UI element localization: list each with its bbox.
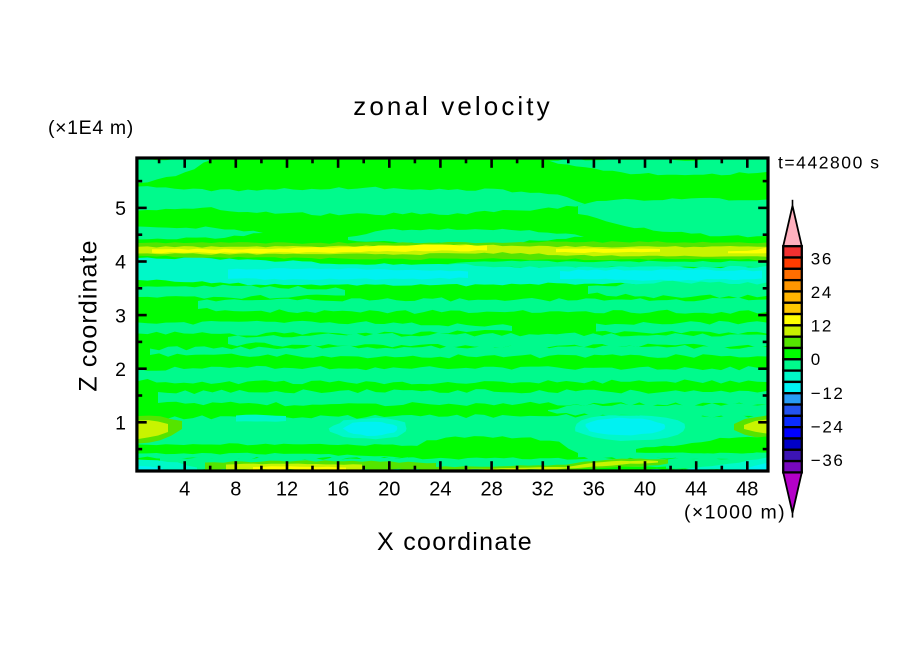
svg-text:(×1000 m): (×1000 m) bbox=[684, 502, 786, 524]
svg-text:40: 40 bbox=[634, 479, 656, 501]
svg-text:36: 36 bbox=[583, 479, 605, 501]
svg-text:32: 32 bbox=[532, 479, 554, 501]
svg-text:(×1E4 m): (×1E4 m) bbox=[48, 117, 134, 139]
svg-text:5: 5 bbox=[115, 198, 126, 220]
svg-text:12: 12 bbox=[276, 479, 298, 501]
svg-text:44: 44 bbox=[685, 479, 707, 501]
svg-text:1: 1 bbox=[115, 413, 126, 435]
svg-text:8: 8 bbox=[230, 479, 241, 501]
svg-text:2: 2 bbox=[115, 359, 126, 381]
svg-text:4: 4 bbox=[179, 479, 190, 501]
svg-text:−24: −24 bbox=[811, 417, 845, 436]
svg-text:zonal velocity: zonal velocity bbox=[353, 91, 552, 121]
svg-text:48: 48 bbox=[736, 479, 758, 501]
svg-text:−12: −12 bbox=[811, 384, 845, 403]
svg-text:28: 28 bbox=[480, 479, 502, 501]
svg-text:t=442800 s: t=442800 s bbox=[778, 153, 881, 173]
svg-text:16: 16 bbox=[327, 479, 349, 501]
svg-text:24: 24 bbox=[811, 283, 833, 302]
svg-text:12: 12 bbox=[811, 317, 833, 336]
svg-text:0: 0 bbox=[811, 350, 822, 369]
svg-text:4: 4 bbox=[115, 252, 126, 274]
svg-text:X coordinate: X coordinate bbox=[377, 528, 533, 556]
svg-text:20: 20 bbox=[378, 479, 400, 501]
svg-text:3: 3 bbox=[115, 305, 126, 327]
svg-text:24: 24 bbox=[429, 479, 451, 501]
svg-text:Z coordinate: Z coordinate bbox=[75, 239, 103, 391]
svg-text:−36: −36 bbox=[811, 451, 845, 470]
svg-text:36: 36 bbox=[811, 249, 833, 268]
